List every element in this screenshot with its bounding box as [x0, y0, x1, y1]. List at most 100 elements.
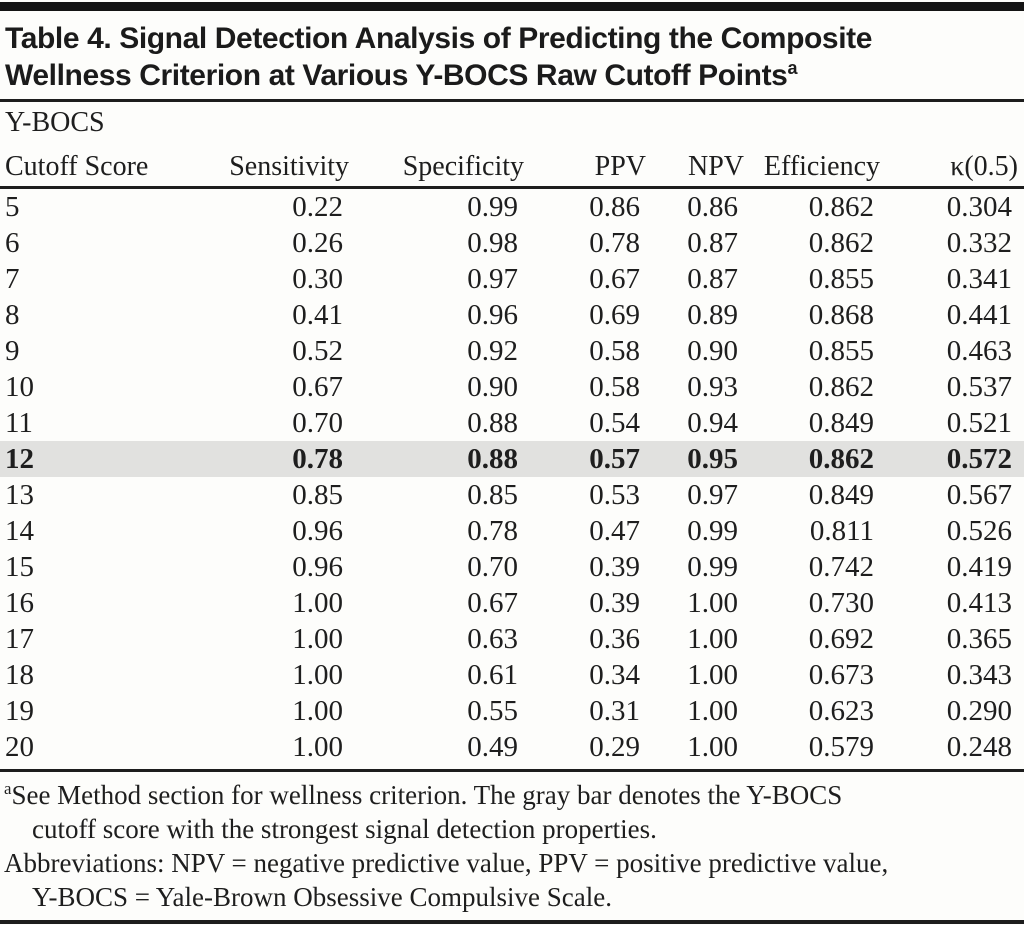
cutoff-score-cell: 6 [5, 226, 20, 259]
header-specificity: Specificity [355, 142, 530, 189]
value-cell: 0.855 [808, 262, 874, 295]
footnote-line: aSee Method section for wellness criteri… [4, 779, 843, 810]
value-cell: 0.31 [589, 694, 640, 727]
cutoff-score-cell: 16 [5, 586, 34, 619]
value-cell: 0.58 [589, 334, 640, 367]
table-row: 19 1.00 0.55 0.31 1.00 0.623 0.290 [0, 693, 1024, 729]
table-row: 18 1.00 0.61 0.34 1.00 0.673 0.343 [0, 657, 1024, 693]
value-cell: 0.365 [946, 622, 1012, 655]
value-cell: 0.30 [292, 262, 343, 295]
table-title: Table 4. Signal Detection Analysis of Pr… [5, 20, 1024, 94]
table-row: 10 0.67 0.90 0.58 0.93 0.862 0.537 [0, 369, 1024, 405]
table-row: 12 0.78 0.88 0.57 0.95 0.862 0.572 [0, 441, 1024, 477]
header-kappa: κ(0.5) [886, 142, 1024, 189]
value-cell: 0.95 [687, 442, 738, 475]
value-cell: 0.537 [946, 370, 1012, 403]
value-cell: 0.53 [589, 478, 640, 511]
value-cell: 0.855 [808, 334, 874, 367]
cutoff-score-cell: 18 [5, 658, 34, 691]
value-cell: 1.00 [292, 622, 343, 655]
value-cell: 0.811 [809, 514, 874, 547]
cutoff-score-cell: 9 [5, 334, 20, 367]
table-row: 20 1.00 0.49 0.29 1.00 0.579 0.248 [0, 729, 1024, 765]
value-cell: 0.70 [292, 406, 343, 439]
value-cell: 0.526 [946, 514, 1012, 547]
value-cell: 0.49 [467, 730, 518, 763]
table-row: 7 0.30 0.97 0.67 0.87 0.855 0.341 [0, 261, 1024, 297]
footnote-line: Abbreviations: NPV = negative predictive… [4, 848, 889, 878]
footnote: Abbreviations: NPV = negative predictive… [4, 846, 1024, 914]
value-cell: 0.742 [808, 550, 874, 583]
value-cell: 0.39 [589, 550, 640, 583]
header-efficiency: Efficiency [750, 142, 886, 189]
value-cell: 0.69 [589, 298, 640, 331]
value-cell: 0.22 [292, 190, 343, 223]
value-cell: 0.868 [808, 298, 874, 331]
table-row: 15 0.96 0.70 0.39 0.99 0.742 0.419 [0, 549, 1024, 585]
value-cell: 0.304 [946, 190, 1012, 223]
footnote-marker: a [4, 779, 12, 798]
header-ppv: PPV [530, 142, 652, 189]
value-cell: 1.00 [292, 658, 343, 691]
value-cell: 0.70 [467, 550, 518, 583]
value-cell: 0.343 [946, 658, 1012, 691]
table-row: 16 1.00 0.67 0.39 1.00 0.730 0.413 [0, 585, 1024, 621]
rule-bottom [0, 920, 1024, 924]
cutoff-score-cell: 8 [5, 298, 20, 331]
value-cell: 0.99 [687, 514, 738, 547]
value-cell: 0.579 [808, 730, 874, 763]
value-cell: 0.52 [292, 334, 343, 367]
header-cutoff-score: Cutoff Score [0, 142, 190, 189]
value-cell: 0.78 [589, 226, 640, 259]
value-cell: 0.623 [808, 694, 874, 727]
table-body: 5 0.22 0.99 0.86 0.86 0.862 0.304 6 0.26 0.98 0.78… [0, 188, 1024, 766]
value-cell: 0.99 [467, 190, 518, 223]
value-cell: 0.96 [292, 514, 343, 547]
value-cell: 0.341 [946, 262, 1012, 295]
value-cell: 0.567 [946, 478, 1012, 511]
value-cell: 0.41 [292, 298, 343, 331]
value-cell: 0.96 [292, 550, 343, 583]
value-cell: 0.96 [467, 298, 518, 331]
value-cell: 0.94 [687, 406, 738, 439]
value-cell: 0.248 [946, 730, 1012, 763]
value-cell: 0.54 [589, 406, 640, 439]
value-cell: 0.29 [589, 730, 640, 763]
value-cell: 0.849 [808, 478, 874, 511]
cutoff-score-cell: 11 [5, 406, 33, 439]
value-cell: 0.572 [946, 442, 1012, 475]
value-cell: 0.413 [946, 586, 1012, 619]
value-cell: 0.98 [467, 226, 518, 259]
title-footnote-marker: a [787, 58, 798, 78]
cutoff-score-cell: 17 [5, 622, 34, 655]
value-cell: 0.441 [946, 298, 1012, 331]
value-cell: 0.419 [946, 550, 1012, 583]
header-npv: NPV [652, 142, 750, 189]
value-cell: 0.90 [687, 334, 738, 367]
footnotes: aSee Method section for wellness criteri… [0, 778, 1024, 914]
value-cell: 0.39 [589, 586, 640, 619]
value-cell: 0.55 [467, 694, 518, 727]
cutoff-score-cell: 5 [5, 190, 20, 223]
header-row-bottom: Cutoff Score Sensitivity Specificity PPV… [0, 142, 1024, 189]
header-spacer [190, 102, 1024, 142]
cutoff-score-cell: 14 [5, 514, 34, 547]
table-row: 17 1.00 0.63 0.36 1.00 0.692 0.365 [0, 621, 1024, 657]
value-cell: 0.67 [467, 586, 518, 619]
value-cell: 0.862 [808, 370, 874, 403]
value-cell: 0.85 [292, 478, 343, 511]
value-cell: 0.58 [589, 370, 640, 403]
value-cell: 0.47 [589, 514, 640, 547]
value-cell: 0.86 [687, 190, 738, 223]
value-cell: 0.673 [808, 658, 874, 691]
cutoff-score-cell: 13 [5, 478, 34, 511]
cutoff-score-cell: 12 [5, 442, 34, 475]
value-cell: 0.57 [589, 442, 640, 475]
table-row: 5 0.22 0.99 0.86 0.86 0.862 0.304 [0, 188, 1024, 226]
value-cell: 1.00 [687, 658, 738, 691]
table-title-line-2: Wellness Criterion at Various Y-BOCS Raw… [5, 59, 788, 92]
value-cell: 0.26 [292, 226, 343, 259]
value-cell: 0.87 [687, 226, 738, 259]
rule-above-footnotes [0, 769, 1024, 772]
